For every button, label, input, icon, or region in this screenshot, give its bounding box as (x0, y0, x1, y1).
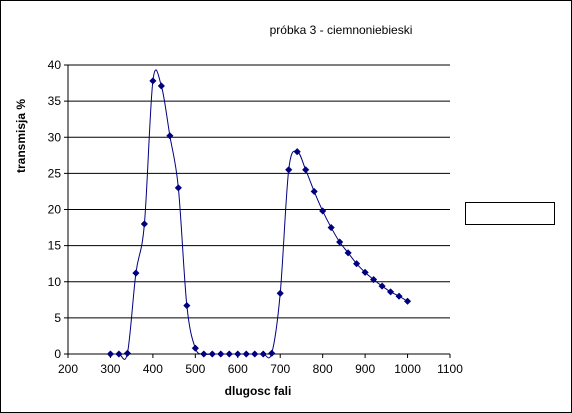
data-point-960 (386, 288, 395, 296)
data-point-380 (140, 220, 149, 228)
data-point-580 (225, 350, 233, 358)
series-group (106, 69, 412, 360)
y-tick-label-20: 20 (48, 203, 62, 217)
data-point-1000 (403, 297, 412, 305)
y-tick-label-10: 10 (48, 275, 62, 289)
y-tick-label-35: 35 (48, 94, 62, 108)
data-point-460 (174, 184, 183, 192)
x-tick-label-900: 900 (355, 362, 375, 376)
data-point-980 (395, 292, 403, 300)
x-tick-label-800: 800 (313, 362, 333, 376)
x-tick-label-500: 500 (185, 362, 205, 376)
data-point-640 (251, 350, 259, 358)
x-tick-label-700: 700 (270, 362, 290, 376)
data-point-940 (378, 282, 386, 290)
data-point-860 (344, 249, 352, 257)
legend-box (465, 202, 555, 225)
data-point-920 (369, 275, 378, 284)
x-tick-label-1000: 1000 (394, 362, 421, 376)
ticks: 0 5 10 15 20 25 30 35 40 200 300 400 500 600 700 800 900… (48, 58, 464, 376)
y-tick-label-40: 40 (48, 58, 62, 72)
x-axis-title: dlugosc fali (225, 384, 292, 398)
data-point-880 (352, 260, 361, 268)
y-tick-label-30: 30 (48, 130, 62, 144)
data-point-400 (149, 77, 157, 85)
data-point-680 (268, 349, 276, 357)
y-tick-label-15: 15 (48, 239, 62, 253)
data-point-800 (319, 207, 327, 215)
data-point-820 (327, 223, 335, 232)
y-axis-title: transmisja % (14, 99, 28, 173)
data-point-500 (191, 344, 199, 352)
y-tick-label-5: 5 (54, 311, 61, 325)
data-point-480 (183, 301, 191, 310)
data-point-320 (115, 350, 123, 358)
series-line-0 (110, 69, 408, 360)
x-tick-label-1100: 1100 (437, 362, 463, 376)
data-point-740 (293, 148, 301, 156)
data-point-600 (234, 350, 242, 358)
data-point-360 (132, 269, 140, 277)
y-tick-label-0: 0 (54, 347, 61, 361)
data-point-780 (310, 187, 318, 196)
x-tick-label-200: 200 (58, 362, 78, 376)
data-point-620 (242, 350, 250, 358)
chart-title: próbka 3 - ciemnoniebieski (270, 23, 413, 37)
data-point-340 (123, 349, 132, 357)
data-point-760 (302, 166, 310, 174)
gridlines (68, 64, 450, 319)
data-point-520 (200, 350, 208, 358)
data-point-840 (335, 238, 344, 246)
data-point-900 (361, 268, 369, 277)
data-point-440 (166, 132, 174, 140)
x-tick-label-400: 400 (143, 362, 163, 376)
data-point-420 (157, 82, 166, 90)
x-tick-label-300: 300 (100, 362, 120, 376)
data-point-700 (276, 289, 284, 297)
x-tick-label-600: 600 (228, 362, 248, 376)
data-point-660 (259, 350, 267, 358)
data-point-540 (208, 350, 216, 358)
y-tick-label-25: 25 (48, 166, 62, 180)
data-point-560 (217, 350, 225, 358)
data-point-300 (106, 350, 115, 358)
data-point-720 (285, 166, 293, 174)
